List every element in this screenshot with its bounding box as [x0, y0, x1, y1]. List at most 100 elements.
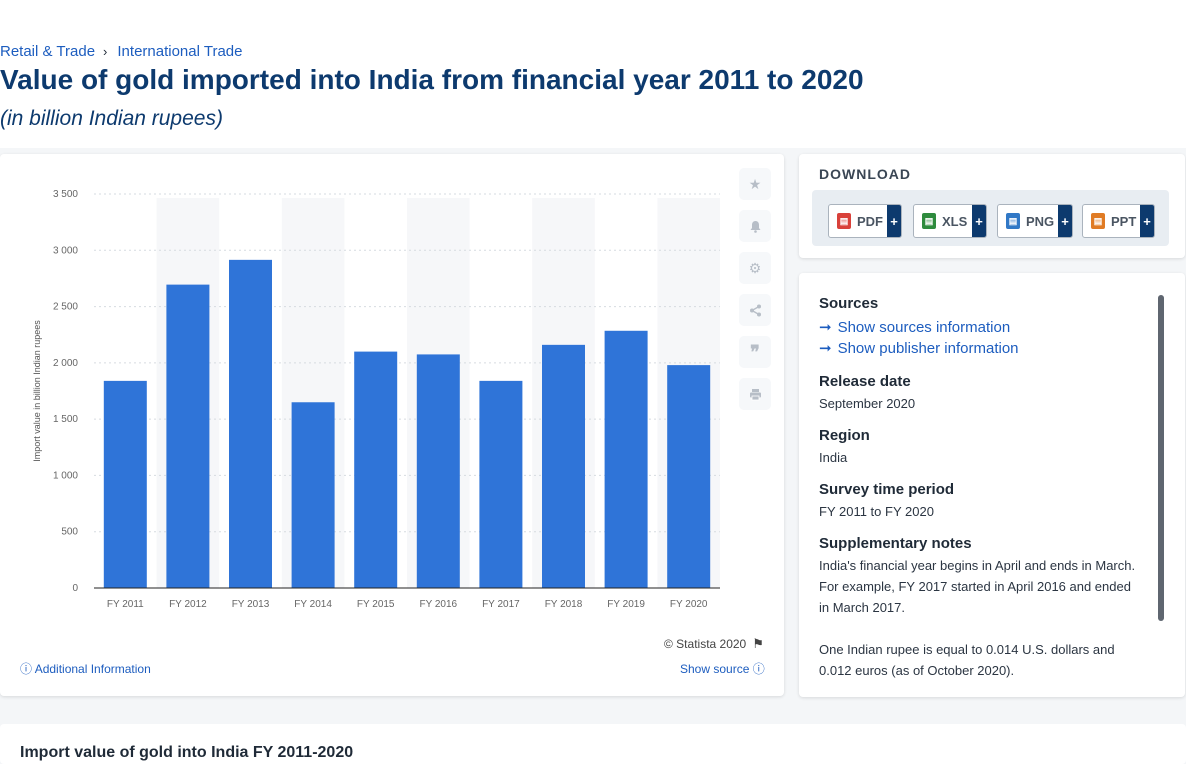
x-tick-label: FY 2014	[294, 599, 332, 610]
y-tick-label: 1 500	[53, 414, 78, 425]
png-file-icon: ▤	[1006, 213, 1020, 229]
plus-icon: +	[1058, 205, 1072, 237]
gear-icon: ⚙	[748, 259, 762, 276]
y-tick-label: 500	[61, 527, 78, 538]
supplementary-notes-1: India's financial year begins in April a…	[819, 558, 1136, 615]
info-scrollbar[interactable]	[1158, 295, 1164, 621]
x-tick-label: FY 2012	[169, 599, 207, 610]
arrow-right-icon: ➞	[819, 340, 832, 357]
bar-fy-2012[interactable]	[166, 284, 210, 588]
quote-icon: ❞	[750, 341, 760, 362]
print-button[interactable]	[739, 378, 771, 410]
statistic-info-card: Sources ➞ Show sources information ➞ Sho…	[799, 273, 1185, 697]
x-tick-label: FY 2015	[357, 599, 395, 610]
notification-button[interactable]	[739, 210, 771, 242]
info-scroll-area[interactable]: Sources ➞ Show sources information ➞ Sho…	[819, 295, 1139, 679]
bar-chart: 0 500 1 000 1 500 2 000 2 500 3 000 3 500 FY 20…	[32, 189, 720, 610]
download-pdf-label: PDF	[857, 213, 883, 229]
bar-fy-2016[interactable]	[416, 354, 460, 588]
xls-file-icon: ▤	[922, 213, 936, 229]
x-tick-label: FY 2017	[482, 599, 520, 610]
release-date-value: September 2020	[819, 396, 916, 411]
show-publisher-link[interactable]: ➞ Show publisher information	[819, 339, 1139, 358]
bottom-card	[0, 724, 1186, 764]
copyright-text: © Statista 2020	[664, 637, 747, 651]
download-pdf-button[interactable]: ▤ PDF +	[828, 204, 902, 238]
info-icon: ⓘ	[20, 662, 33, 676]
info-icon: ⓘ	[752, 662, 765, 676]
info-scrollbar-thumb[interactable]	[1158, 295, 1164, 621]
survey-period-heading: Survey time period	[819, 481, 955, 498]
y-tick-label: 0	[72, 583, 78, 594]
x-tick-label: FY 2020	[670, 599, 708, 610]
settings-button[interactable]: ⚙	[739, 252, 771, 284]
region-value: India	[819, 450, 848, 465]
bar-fy-2018[interactable]	[542, 344, 585, 588]
bar-fy-2015[interactable]	[354, 351, 398, 588]
download-png-label: PNG	[1026, 213, 1055, 229]
ppt-file-icon: ▤	[1091, 213, 1105, 229]
breadcrumb: Retail & Trade › International Trade	[0, 43, 242, 60]
release-date-heading: Release date	[819, 373, 911, 390]
share-button[interactable]	[739, 294, 771, 326]
plus-icon: +	[972, 205, 986, 237]
favorite-button[interactable]: ★	[739, 168, 771, 200]
page-subtitle: (in billion Indian rupees)	[0, 107, 223, 130]
additional-information-label: Additional Information	[34, 662, 151, 676]
breadcrumb-link-international-trade[interactable]: International Trade	[117, 43, 243, 60]
show-publisher-label: Show publisher information	[837, 339, 1019, 357]
y-tick-label: 1 000	[53, 470, 78, 481]
x-tick-label: FY 2013	[232, 599, 270, 610]
region-heading: Region	[819, 427, 870, 444]
y-tick-label: 2 500	[53, 302, 78, 313]
x-tick-label: FY 2016	[419, 599, 457, 610]
page-title: Value of gold imported into India from f…	[0, 64, 864, 95]
bar-fy-2013[interactable]	[229, 259, 272, 588]
download-title: DOWNLOAD	[819, 166, 911, 182]
bar-fy-2017[interactable]	[479, 380, 523, 588]
bar-fy-2019[interactable]	[604, 330, 648, 588]
bar-fy-2014[interactable]	[291, 402, 335, 588]
arrow-right-icon: ➞	[819, 319, 832, 336]
breadcrumb-link-retail[interactable]: Retail & Trade	[0, 43, 96, 60]
x-tick-label: FY 2019	[607, 599, 645, 610]
show-sources-link[interactable]: ➞ Show sources information	[819, 318, 1139, 337]
download-xls-button[interactable]: ▤ XLS +	[913, 204, 987, 238]
survey-period-value: FY 2011 to FY 2020	[819, 504, 934, 519]
header-band	[0, 0, 1186, 148]
x-tick-label: FY 2011	[107, 599, 144, 610]
download-bar: ▤ PDF + ▤ XLS + ▤ PNG + ▤ PPT +	[812, 190, 1169, 246]
download-card: DOWNLOAD ▤ PDF + ▤ XLS + ▤ PNG + ▤ PPT +	[799, 154, 1185, 258]
y-tick-label: 3 500	[53, 189, 78, 200]
show-source-link[interactable]: Show source ⓘ	[680, 660, 765, 677]
sources-heading: Sources	[819, 295, 879, 312]
print-icon	[749, 388, 761, 400]
download-ppt-button[interactable]: ▤ PPT +	[1082, 204, 1155, 238]
chart-action-bar: ★ ⚙ ❞	[739, 168, 771, 420]
download-png-button[interactable]: ▤ PNG +	[997, 204, 1073, 238]
additional-information-link[interactable]: ⓘ Additional Information	[20, 660, 151, 677]
x-tick-label: FY 2018	[545, 599, 583, 610]
supplementary-notes-2: One Indian rupee is equal to 0.014 U.S. …	[819, 642, 1115, 678]
plus-icon: +	[1140, 205, 1154, 237]
chevron-right-icon: ›	[103, 44, 108, 59]
star-icon: ★	[748, 175, 762, 192]
share-icon	[749, 304, 761, 316]
download-xls-label: XLS	[942, 213, 968, 229]
show-sources-label: Show sources information	[837, 318, 1011, 336]
pdf-file-icon: ▤	[837, 213, 851, 229]
supplementary-notes-heading: Supplementary notes	[819, 535, 972, 552]
y-tick-label: 3 000	[53, 245, 78, 256]
download-ppt-label: PPT	[1111, 213, 1137, 229]
copyright: © Statista 2020 ⚑	[664, 636, 764, 652]
plus-icon: +	[887, 205, 901, 237]
flag-icon[interactable]: ⚑	[752, 636, 764, 651]
y-tick-label: 2 000	[53, 358, 78, 369]
bottom-section-title: Import value of gold into India FY 2011-…	[20, 744, 354, 761]
y-axis-title: Import value in billion Indian rupees	[32, 320, 42, 462]
bell-icon	[750, 220, 760, 233]
cite-button[interactable]: ❞	[739, 336, 771, 368]
bar-fy-2020[interactable]	[667, 365, 711, 588]
show-source-label: Show source	[680, 662, 750, 676]
bar-fy-2011[interactable]	[103, 380, 147, 588]
